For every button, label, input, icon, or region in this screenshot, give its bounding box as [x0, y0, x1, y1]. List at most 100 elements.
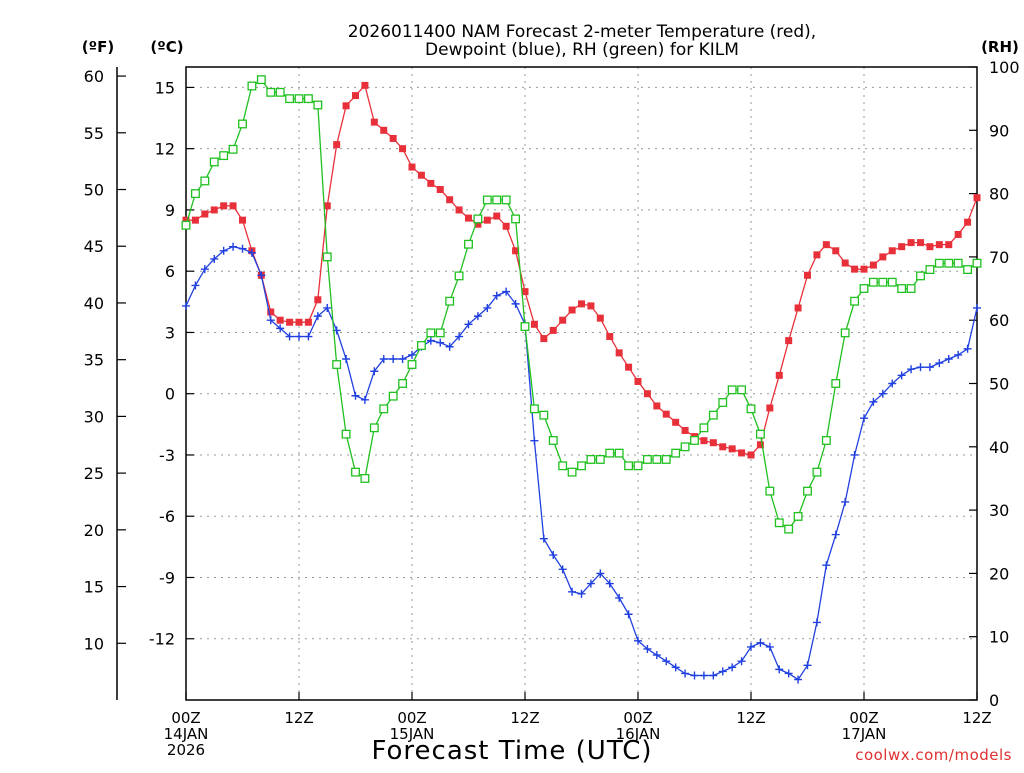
temperature-point — [785, 337, 793, 345]
rh-point — [774, 518, 784, 528]
rh-point — [379, 404, 389, 414]
temperature-point — [775, 371, 783, 379]
rh-point — [784, 524, 794, 534]
celsius-tick-label: 12 — [155, 140, 175, 159]
temperature-point — [549, 326, 557, 334]
temperature-point — [964, 218, 972, 226]
dewpoint-point — [455, 332, 464, 341]
rh-point — [605, 448, 615, 458]
temperature-point — [643, 390, 651, 398]
temperature-point — [860, 265, 868, 273]
rh-point — [219, 151, 229, 161]
dewpoint-point — [944, 354, 953, 363]
dewpoint-point — [925, 363, 934, 372]
rh-point — [351, 467, 360, 477]
celsius-axis-label: (ºC) — [150, 38, 183, 56]
celsius-tick-label: -6 — [159, 507, 175, 526]
temperature-point — [935, 241, 943, 249]
temperature-series — [182, 81, 981, 459]
temperature-point — [615, 349, 623, 357]
temperature-point — [220, 202, 228, 210]
dewpoint-point — [634, 636, 642, 645]
temperature-point — [973, 194, 981, 202]
time-tick-label: 12Z — [962, 709, 991, 727]
dewpoint-point — [822, 561, 831, 570]
rh-point — [341, 429, 351, 439]
rh-point — [699, 423, 709, 433]
temperature-point — [276, 316, 284, 324]
rh-point — [906, 284, 916, 293]
temperature-point — [898, 243, 906, 251]
temperature-point — [794, 304, 802, 312]
rh-point — [238, 119, 247, 129]
chart-title: 2026011400 NAM Forecast 2-meter Temperat… — [348, 22, 816, 42]
rh-point — [727, 385, 737, 395]
rh-point — [228, 144, 238, 154]
dewpoint-point — [954, 350, 963, 359]
temperature-point — [182, 216, 190, 224]
temperature-point — [822, 241, 830, 249]
temperature-point — [530, 320, 538, 328]
temperature-point — [907, 239, 915, 247]
rh-tick-label: 30 — [989, 501, 1009, 520]
dewpoint-point — [756, 638, 765, 647]
rh-point — [322, 252, 332, 262]
rh-point — [595, 455, 605, 464]
fahrenheit-axis-label: (ºF) — [82, 38, 114, 56]
temperature-point — [578, 300, 585, 308]
dewpoint-point — [436, 338, 445, 347]
rh-point — [812, 467, 822, 477]
rh-point — [831, 379, 841, 388]
rh-point — [567, 467, 577, 477]
dewpoint-point — [276, 324, 285, 333]
rh-point — [407, 360, 417, 369]
dewpoint-point — [266, 316, 275, 325]
rh-point — [737, 385, 747, 395]
temperature-point — [361, 81, 369, 89]
rh-point — [256, 75, 266, 85]
rh-point — [916, 271, 925, 281]
temperature-point — [954, 230, 962, 238]
temperature-point — [709, 439, 717, 447]
rh-point — [247, 81, 257, 91]
rh-tick-label: 100 — [989, 58, 1020, 77]
dewpoint-point — [370, 367, 379, 376]
rh-point — [963, 265, 973, 275]
temperature-point — [832, 247, 840, 255]
dewpoint-point — [408, 350, 416, 359]
temperature-point — [389, 134, 397, 142]
rh-point — [793, 511, 803, 521]
temperature-point — [813, 251, 821, 259]
dewpoint-point — [586, 579, 595, 588]
temperature-point — [323, 202, 331, 210]
rh-point — [953, 258, 963, 268]
time-tick-label: 00Z — [171, 709, 200, 727]
temperature-point — [474, 220, 482, 228]
dewpoint-point — [492, 291, 501, 300]
rh-point — [624, 461, 634, 471]
rh-point — [840, 328, 850, 338]
rh-point — [661, 455, 671, 464]
temperature-point — [756, 441, 764, 449]
temperature-point — [700, 437, 708, 445]
dewpoint-point — [784, 669, 793, 678]
dewpoint-point — [549, 551, 558, 560]
dewpoint-point — [878, 389, 887, 398]
temperature-point — [191, 216, 199, 224]
dewpoint-point — [295, 332, 303, 341]
temperature-point — [201, 210, 209, 218]
temperature-point — [851, 265, 859, 273]
rh-point — [803, 486, 812, 496]
rh-point — [209, 157, 219, 167]
dewpoint-point — [530, 436, 539, 445]
rh-point — [718, 398, 728, 407]
fahrenheit-tick-label: 30 — [84, 407, 104, 426]
dewpoint-point — [888, 379, 897, 388]
rh-point — [934, 258, 944, 268]
temperature-point — [653, 402, 661, 410]
dewpoint-point — [342, 354, 351, 363]
celsius-tick-label: 9 — [165, 201, 175, 220]
dewpoint-series — [182, 242, 981, 684]
dewpoint-point — [624, 610, 633, 619]
temperature-point — [672, 418, 680, 426]
